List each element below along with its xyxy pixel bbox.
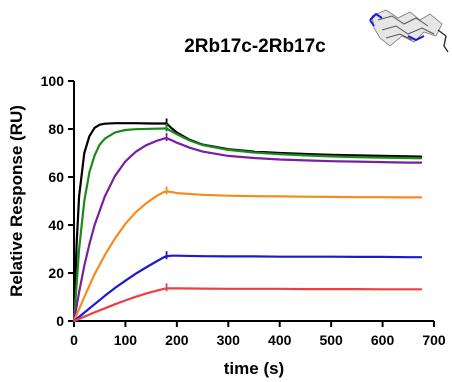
series-line-2 xyxy=(72,127,423,323)
series-line-5 xyxy=(72,254,423,323)
x-tick-label: 200 xyxy=(165,332,189,348)
x-tick-label: 700 xyxy=(422,332,446,348)
chart-title: 2Rb17c-2Rb17c xyxy=(184,36,326,57)
y-tick-label: 40 xyxy=(48,217,64,233)
y-tick-label: 80 xyxy=(48,121,64,137)
x-tick-label: 500 xyxy=(319,332,343,348)
x-tick-label: 0 xyxy=(70,332,78,348)
y-axis-label: Relative Response (RU) xyxy=(7,105,26,297)
y-tick-label: 20 xyxy=(48,265,64,281)
series-line-4 xyxy=(72,190,423,323)
x-tick-label: 100 xyxy=(114,332,138,348)
plot-area: 0 20 40 60 80 100 0 100 200 300 400 500 600 700 xyxy=(41,73,446,348)
y-tick-label: 100 xyxy=(41,73,65,89)
series-line-6 xyxy=(72,287,423,323)
protein-structure-icon xyxy=(369,9,449,53)
series-line-3 xyxy=(72,137,423,323)
x-tick-label: 300 xyxy=(217,332,241,348)
y-tick-label: 60 xyxy=(48,169,64,185)
x-tick-label: 600 xyxy=(371,332,395,348)
y-tick-label: 0 xyxy=(56,313,64,329)
x-tick-label: 400 xyxy=(268,332,292,348)
x-axis-label: time (s) xyxy=(224,359,284,378)
